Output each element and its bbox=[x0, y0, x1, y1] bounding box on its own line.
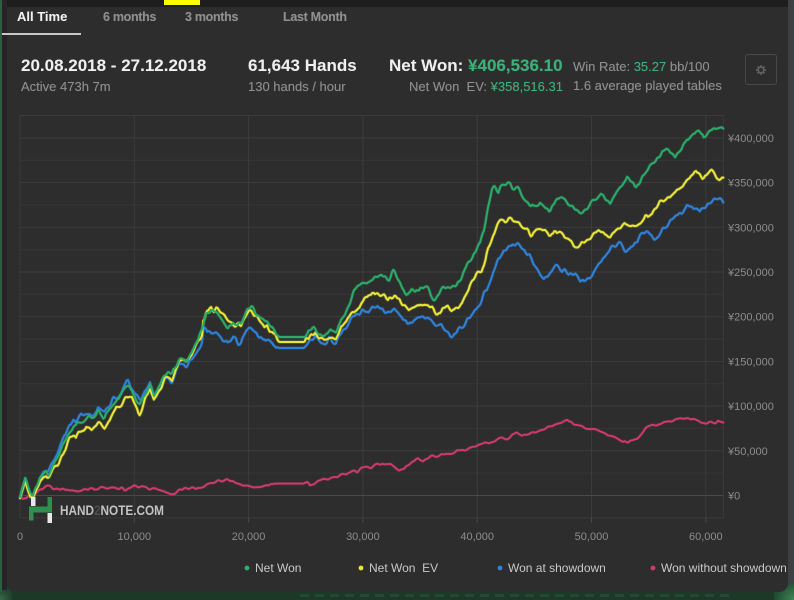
svg-text:40,000: 40,000 bbox=[460, 531, 494, 543]
svg-text:¥400,000: ¥400,000 bbox=[727, 133, 774, 145]
svg-text:HAND2NOTE.COM: HAND2NOTE.COM bbox=[60, 503, 164, 518]
svg-text:¥0: ¥0 bbox=[727, 491, 740, 503]
svg-text:50,000: 50,000 bbox=[575, 531, 609, 543]
svg-text:¥350,000: ¥350,000 bbox=[727, 178, 774, 190]
svg-text:¥300,000: ¥300,000 bbox=[727, 222, 774, 234]
svg-text:Won without showdown: Won without showdown bbox=[661, 561, 787, 575]
svg-text:¥250,000: ¥250,000 bbox=[727, 267, 774, 279]
svg-text:20,000: 20,000 bbox=[232, 531, 266, 543]
svg-text:30,000: 30,000 bbox=[346, 531, 380, 543]
svg-text:Net Won: Net Won bbox=[255, 561, 301, 575]
svg-text:¥100,000: ¥100,000 bbox=[727, 401, 774, 413]
svg-text:0: 0 bbox=[17, 531, 23, 543]
svg-text:¥150,000: ¥150,000 bbox=[727, 356, 774, 368]
svg-text:10,000: 10,000 bbox=[117, 531, 151, 543]
svg-text:¥50,000: ¥50,000 bbox=[727, 446, 768, 458]
svg-text:Won at showdown: Won at showdown bbox=[508, 561, 606, 575]
svg-text:60,000: 60,000 bbox=[689, 531, 723, 543]
svg-text:¥200,000: ¥200,000 bbox=[727, 312, 774, 324]
svg-text:Net Won EV: Net Won EV bbox=[369, 561, 438, 575]
